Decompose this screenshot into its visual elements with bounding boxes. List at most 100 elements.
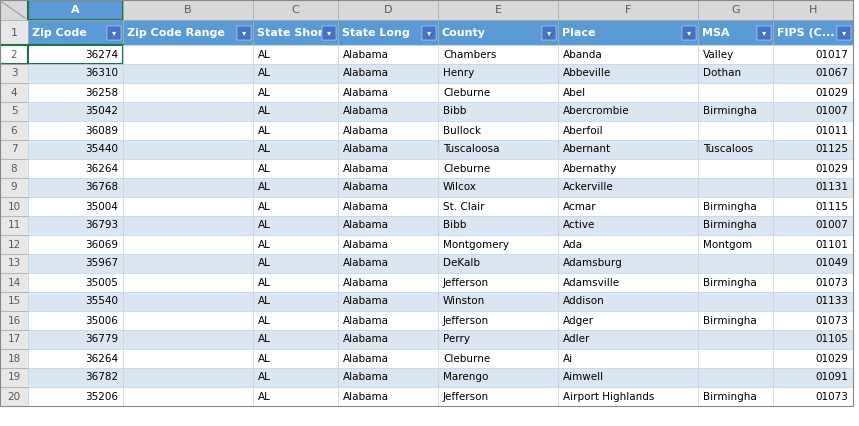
Text: Alabama: Alabama — [343, 296, 389, 306]
Bar — [438, 0, 558, 20]
Bar — [338, 330, 438, 349]
Text: AL: AL — [258, 144, 271, 155]
Text: Abernant: Abernant — [563, 144, 611, 155]
Text: Abel: Abel — [563, 87, 586, 98]
Text: Dothan: Dothan — [703, 69, 741, 78]
Text: Abbeville: Abbeville — [563, 69, 612, 78]
Bar — [0, 178, 28, 197]
Bar — [773, 292, 853, 311]
Text: St. Clair: St. Clair — [443, 201, 484, 211]
Bar — [773, 197, 853, 216]
Text: Montgom: Montgom — [703, 239, 752, 250]
Text: Ada: Ada — [563, 239, 583, 250]
Text: 35440: 35440 — [85, 144, 118, 155]
Bar — [338, 349, 438, 368]
Text: AL: AL — [258, 296, 271, 306]
Bar — [253, 159, 338, 178]
Bar — [698, 254, 773, 273]
Bar — [253, 178, 338, 197]
Bar — [28, 178, 123, 197]
Bar — [28, 387, 123, 406]
Bar — [28, 102, 123, 121]
Bar — [558, 0, 698, 20]
Text: 36782: 36782 — [85, 372, 118, 383]
Text: 8: 8 — [10, 164, 17, 173]
Text: 01029: 01029 — [815, 87, 848, 98]
Text: 6: 6 — [10, 126, 17, 135]
Bar — [438, 216, 558, 235]
Text: Jefferson: Jefferson — [443, 316, 489, 325]
Text: 36274: 36274 — [85, 49, 118, 60]
Bar — [253, 216, 338, 235]
Bar — [558, 216, 698, 235]
Bar — [0, 102, 28, 121]
Bar — [773, 121, 853, 140]
Bar — [28, 159, 123, 178]
Text: AL: AL — [258, 201, 271, 211]
Bar — [0, 254, 28, 273]
Bar — [123, 235, 253, 254]
Bar — [123, 387, 253, 406]
Text: Alabama: Alabama — [343, 201, 389, 211]
Text: 36264: 36264 — [85, 164, 118, 173]
Bar — [0, 64, 28, 83]
Bar — [438, 254, 558, 273]
Bar — [438, 102, 558, 121]
Bar — [773, 102, 853, 121]
Text: Aimwell: Aimwell — [563, 372, 604, 383]
Bar — [438, 140, 558, 159]
Text: 18: 18 — [8, 354, 21, 363]
Text: ▾: ▾ — [842, 28, 846, 37]
Text: H: H — [809, 5, 817, 15]
Text: Birmingha: Birmingha — [703, 221, 757, 230]
Text: AL: AL — [258, 334, 271, 345]
Bar — [237, 26, 251, 40]
Bar — [253, 368, 338, 387]
Bar — [253, 64, 338, 83]
Text: 01011: 01011 — [815, 126, 848, 135]
Text: 16: 16 — [8, 316, 21, 325]
Text: 17: 17 — [8, 334, 21, 345]
Bar — [773, 83, 853, 102]
Bar — [698, 178, 773, 197]
Text: 01125: 01125 — [815, 144, 848, 155]
Bar — [123, 216, 253, 235]
Bar — [558, 159, 698, 178]
Text: 36310: 36310 — [85, 69, 118, 78]
Bar — [698, 292, 773, 311]
Bar — [0, 273, 28, 292]
Text: AL: AL — [258, 87, 271, 98]
Text: Bibb: Bibb — [443, 106, 466, 116]
Text: Aberfoil: Aberfoil — [563, 126, 604, 135]
Text: FIPS (C...: FIPS (C... — [777, 28, 834, 37]
Text: Cleburne: Cleburne — [443, 354, 490, 363]
Text: ▾: ▾ — [762, 28, 766, 37]
Bar — [338, 45, 438, 64]
Bar — [773, 45, 853, 64]
Text: 01091: 01091 — [815, 372, 848, 383]
Bar — [438, 235, 558, 254]
Bar — [253, 197, 338, 216]
Bar — [558, 45, 698, 64]
Text: 35540: 35540 — [85, 296, 118, 306]
Bar — [558, 20, 698, 45]
Bar — [338, 102, 438, 121]
Bar — [698, 330, 773, 349]
Bar — [123, 45, 253, 64]
Bar — [0, 121, 28, 140]
Bar — [558, 349, 698, 368]
Text: 35042: 35042 — [85, 106, 118, 116]
Text: 01073: 01073 — [815, 391, 848, 401]
Text: 7: 7 — [10, 144, 17, 155]
Text: Birmingha: Birmingha — [703, 201, 757, 211]
Bar — [0, 235, 28, 254]
Bar — [698, 83, 773, 102]
Text: 35206: 35206 — [85, 391, 118, 401]
Bar — [28, 140, 123, 159]
Bar — [558, 273, 698, 292]
Text: State Short: State Short — [257, 28, 329, 37]
Bar — [28, 311, 123, 330]
Bar — [698, 216, 773, 235]
Text: 36069: 36069 — [85, 239, 118, 250]
Bar — [773, 368, 853, 387]
